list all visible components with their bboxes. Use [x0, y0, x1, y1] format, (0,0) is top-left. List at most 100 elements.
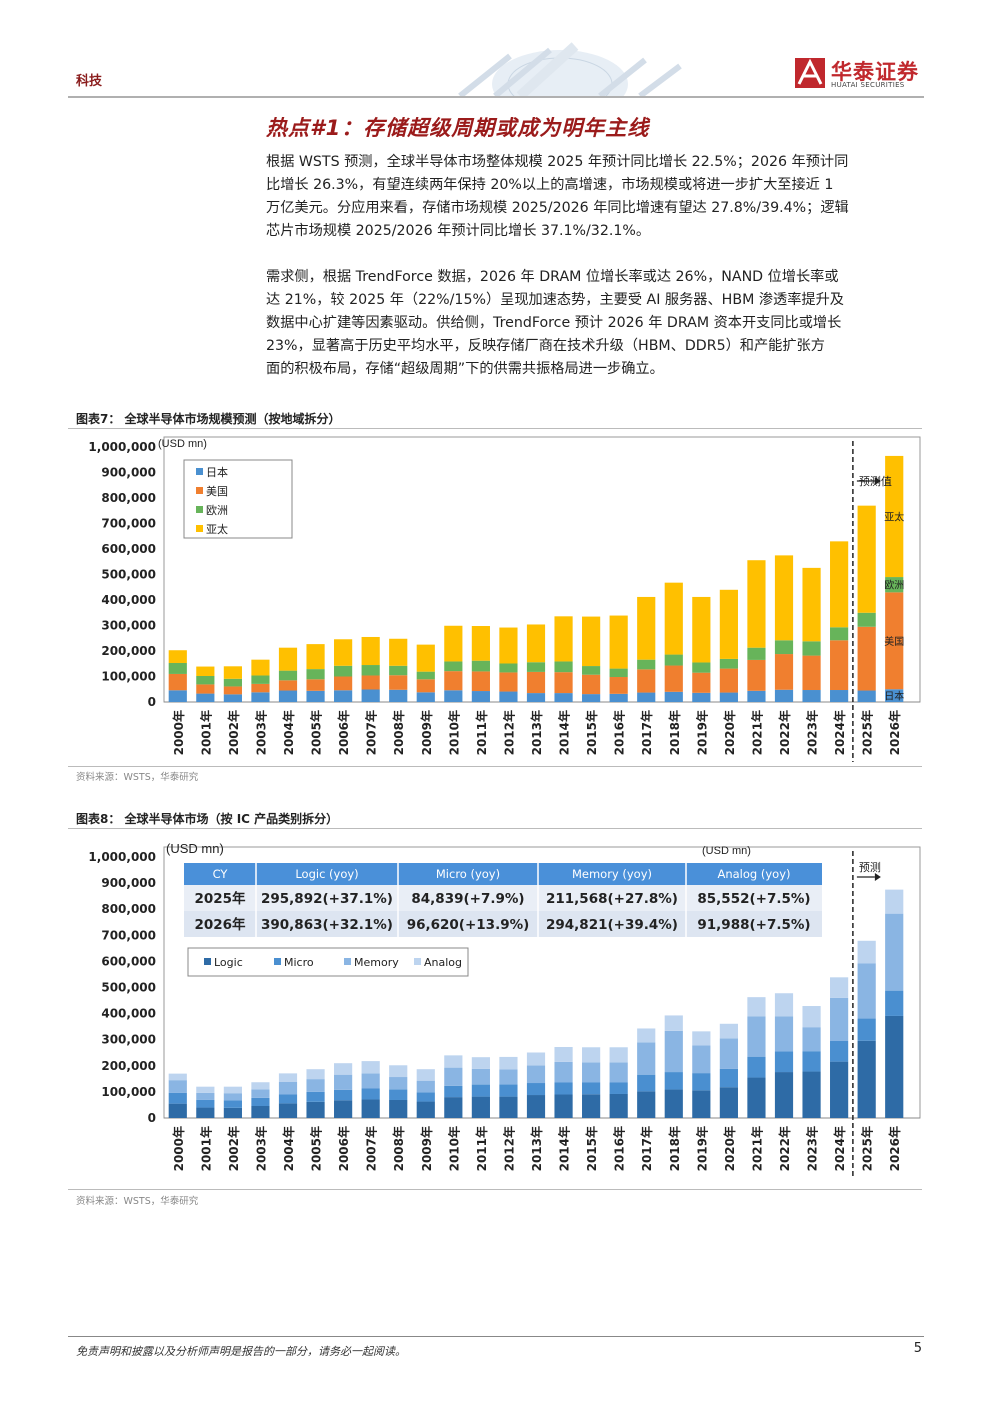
bar-segment — [389, 675, 408, 690]
bar-segment — [389, 1077, 408, 1090]
bar-segment — [830, 1041, 849, 1062]
bar-segment — [692, 1090, 711, 1118]
bar-segment — [278, 670, 298, 681]
bar-segment — [885, 455, 904, 578]
x-tick-label: 2020年 — [722, 710, 737, 755]
forecast-arrowhead-icon — [874, 873, 881, 881]
x-tick-label: 2015年 — [584, 710, 599, 755]
bar-segment — [554, 1061, 573, 1083]
bar-segment — [774, 640, 794, 655]
table-cell: 2025年 — [194, 890, 246, 907]
figure8-rule — [68, 828, 922, 829]
bar-segment — [278, 690, 298, 702]
bar-segment — [361, 636, 380, 666]
bar-segment — [830, 690, 849, 702]
bar-segment — [747, 997, 766, 1017]
y-tick-label: 400,000 — [101, 593, 156, 607]
bar-segment — [306, 669, 325, 680]
bar-segment — [609, 1062, 628, 1083]
bar-segment — [471, 660, 490, 672]
bar-segment — [582, 616, 601, 667]
bar-segment — [471, 1084, 490, 1097]
bar-segment — [361, 689, 380, 702]
bar-segment — [168, 1080, 187, 1093]
legend-box — [187, 947, 469, 977]
figure8-bottom-rule — [68, 1189, 922, 1190]
bar-segment — [692, 1045, 711, 1074]
bar-segment — [554, 1094, 573, 1118]
paragraph-line: 达 21%，较 2025 年（22%/15%）呈现加速态势，主要受 AI 服务器… — [266, 292, 844, 308]
x-tick-label: 2019年 — [694, 1126, 709, 1171]
bar-segment — [499, 627, 518, 664]
bar-segment — [499, 1069, 518, 1085]
bar-segment — [719, 589, 738, 659]
bar-segment — [774, 689, 794, 702]
bar-segment — [774, 654, 794, 690]
bar-segment — [361, 665, 380, 676]
page-number: 5 — [913, 1341, 922, 1356]
x-tick-label: 2013年 — [529, 1126, 544, 1171]
bar-segment — [471, 691, 490, 702]
bar-segment — [196, 1107, 215, 1118]
bar-segment — [334, 1063, 353, 1075]
y-tick-label: 600,000 — [101, 954, 156, 968]
y-tick-label: 600,000 — [101, 542, 156, 556]
bar-segment — [168, 650, 187, 663]
bar-segment — [692, 672, 711, 693]
bar-segment — [278, 1103, 298, 1118]
x-tick-label: 2011年 — [474, 710, 489, 755]
x-tick-label: 2010年 — [446, 710, 461, 755]
section-label: 科技 — [76, 74, 103, 89]
bar-segment — [582, 1094, 601, 1118]
bar-segment — [637, 1042, 656, 1075]
bar-segment — [885, 889, 904, 914]
figure7-title: 图表7： 全球半导体市场规模预测（按地域拆分） — [76, 412, 341, 426]
bar-segment — [554, 693, 573, 702]
bar-segment — [499, 691, 518, 702]
bar-segment — [885, 1015, 904, 1118]
y-tick-label: 800,000 — [101, 902, 156, 916]
bar-segment — [499, 1084, 518, 1097]
y-tick-label: 300,000 — [101, 619, 156, 633]
x-tick-label: 2013年 — [529, 710, 544, 755]
bar-series-label: 日本 — [884, 690, 904, 703]
bar-segment — [334, 690, 353, 702]
bar-segment — [168, 690, 187, 702]
bar-segment — [664, 1030, 683, 1073]
x-tick-label: 2024年 — [832, 710, 847, 755]
x-tick-label: 2000年 — [171, 710, 186, 755]
table-header-cell: Logic (yoy) — [295, 867, 358, 881]
y-tick-label: 0 — [148, 695, 156, 709]
bar-segment — [719, 658, 738, 669]
table-cell: 85,552(+7.5%) — [697, 891, 810, 907]
x-tick-label: 2011年 — [474, 1126, 489, 1171]
bar-segment — [416, 1101, 435, 1118]
figure7-rule — [68, 428, 922, 429]
bar-segment — [168, 1073, 187, 1081]
x-tick-label: 2023年 — [805, 1126, 820, 1171]
bar-segment — [802, 1071, 821, 1118]
x-tick-label: 2026年 — [887, 1126, 902, 1171]
bar-segment — [857, 1040, 876, 1118]
y-tick-label: 500,000 — [101, 568, 156, 582]
y-tick-label: 800,000 — [101, 491, 156, 505]
bar-segment — [361, 1061, 380, 1074]
bar-segment — [306, 1101, 325, 1118]
bar-segment — [526, 662, 546, 672]
paragraph-line: 面的积极布局，存储“超级周期”下的供需共振格局进一步确立。 — [266, 361, 664, 377]
table-cell: 96,620(+13.9%) — [407, 917, 530, 933]
x-tick-label: 2003年 — [253, 710, 268, 755]
bar-segment — [802, 641, 821, 656]
bar-segment — [499, 672, 518, 692]
paragraph-line: 根据 WSTS 预测，全球半导体市场整体规模 2025 年预计同比增长 22.5… — [266, 154, 849, 170]
bar-segment — [444, 1085, 463, 1098]
bar-segment — [830, 627, 849, 641]
bar-segment — [857, 963, 876, 1019]
bar-segment — [526, 671, 546, 694]
x-tick-label: 2008年 — [391, 1126, 406, 1171]
bar-segment — [471, 1068, 490, 1085]
bar-segment — [361, 1099, 380, 1118]
table-header-cell: Memory (yoy) — [572, 867, 652, 881]
x-tick-label: 2022年 — [777, 710, 792, 755]
bar-segment — [223, 1107, 242, 1118]
